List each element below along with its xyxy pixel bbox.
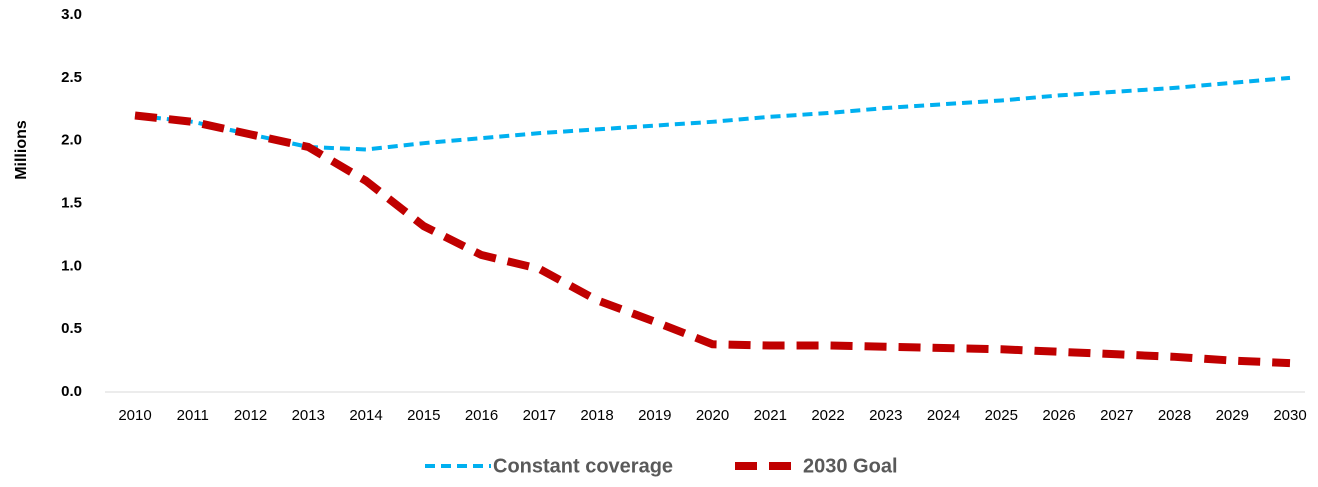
x-tick-label: 2011 [177,407,209,424]
x-tick-label: 2019 [638,407,671,424]
x-tick-label: 2030 [1273,407,1306,424]
x-tick-label: 2021 [754,407,787,424]
x-tick-label: 2027 [1100,407,1133,424]
x-tick-label: 2018 [580,407,613,424]
x-tick-label: 2024 [927,407,960,424]
x-tick-label: 2029 [1216,407,1249,424]
y-tick-label: 0.5 [61,320,82,337]
x-tick-label: 2014 [349,407,382,424]
x-tick-label: 2026 [1042,407,1075,424]
legend-label: Constant coverage [493,455,673,477]
series-line [134,75,1291,152]
x-tick-label: 2010 [118,407,151,424]
y-tick-label: 2.5 [61,69,82,86]
x-tick-label: 2016 [465,407,498,424]
y-tick-label: 1.0 [61,257,82,274]
x-tick-label: 2020 [696,407,729,424]
series-line [134,111,1291,368]
x-tick-label: 2013 [292,407,325,424]
y-tick-label: 1.5 [61,194,82,211]
y-tick-label: 0.0 [61,383,82,400]
x-tick-label: 2025 [985,407,1018,424]
legend-label: 2030 Goal [803,455,898,477]
x-tick-label: 2023 [869,407,902,424]
x-tick-label: 2017 [523,407,556,424]
x-tick-label: 2015 [407,407,440,424]
y-tick-label: 3.0 [61,6,82,23]
y-tick-label: 2.0 [61,132,82,149]
x-tick-label: 2022 [811,407,844,424]
y-axis-label: Millions [13,120,30,180]
x-tick-label: 2012 [234,407,267,424]
x-tick-label: 2028 [1158,407,1191,424]
